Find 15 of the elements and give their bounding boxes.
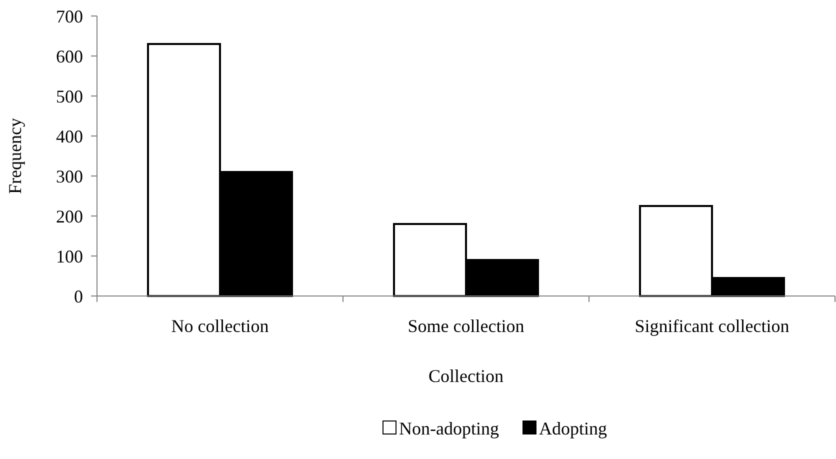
y-tick-label: 600	[56, 46, 83, 66]
y-tick-label: 700	[56, 6, 83, 26]
x-tick-label: Some collection	[408, 316, 524, 336]
legend-label: Non-adopting	[399, 418, 499, 439]
y-axis-title: Frequency	[5, 118, 25, 194]
y-tick-label: 100	[56, 246, 83, 266]
x-tick-label: Significant collection	[634, 316, 790, 336]
y-tick-label: 500	[56, 86, 83, 106]
y-tick-label: 400	[56, 126, 83, 146]
x-tick-label: No collection	[171, 316, 269, 336]
y-tick-label: 300	[56, 166, 83, 186]
y-tick-label: 0	[74, 286, 83, 306]
y-tick-label: 200	[56, 206, 83, 226]
legend-label: Adopting	[539, 418, 608, 439]
x-axis-title: Collection	[428, 366, 504, 386]
